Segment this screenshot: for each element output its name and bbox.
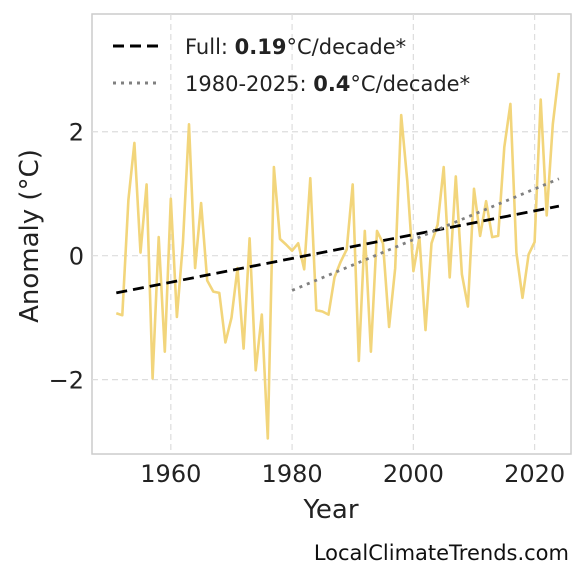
x-axis-ticks: 1960 1980 2000 2020 xyxy=(140,460,565,488)
series-lines xyxy=(115,72,561,440)
legend-entry-recent: 1980-2025: 0.4°C/decade* xyxy=(185,72,470,96)
x-axis-title: Year xyxy=(302,495,358,525)
legend-entry-full: Full: 0.19°C/decade* xyxy=(185,35,406,59)
legend-full-suffix: °C/decade* xyxy=(287,35,407,59)
legend-full-rate: 0.19 xyxy=(235,35,287,59)
y-tick-label: −2 xyxy=(49,367,84,395)
x-tick-label: 2020 xyxy=(504,460,565,488)
y-axis-ticks: −2 0 2 xyxy=(49,119,84,395)
y-axis-title: Anomaly (°C) xyxy=(15,149,45,323)
legend-full-prefix: Full: xyxy=(185,35,235,59)
source-credit: LocalClimateTrends.com xyxy=(314,541,569,565)
y-tick-label: 0 xyxy=(69,243,84,271)
legend: Full: 0.19°C/decade* 1980-2025: 0.4°C/de… xyxy=(113,35,470,96)
legend-recent-prefix: 1980-2025: xyxy=(185,72,313,96)
anomaly-series-line xyxy=(115,72,561,440)
legend-recent-rate: 0.4 xyxy=(313,72,350,96)
x-tick-label: 1960 xyxy=(140,460,201,488)
recent-trend-line xyxy=(291,177,560,292)
legend-recent-suffix: °C/decade* xyxy=(350,72,470,96)
x-tick-label: 1980 xyxy=(262,460,323,488)
y-tick-label: 2 xyxy=(69,119,84,147)
full-trend-line xyxy=(116,204,560,295)
x-tick-label: 2000 xyxy=(383,460,444,488)
